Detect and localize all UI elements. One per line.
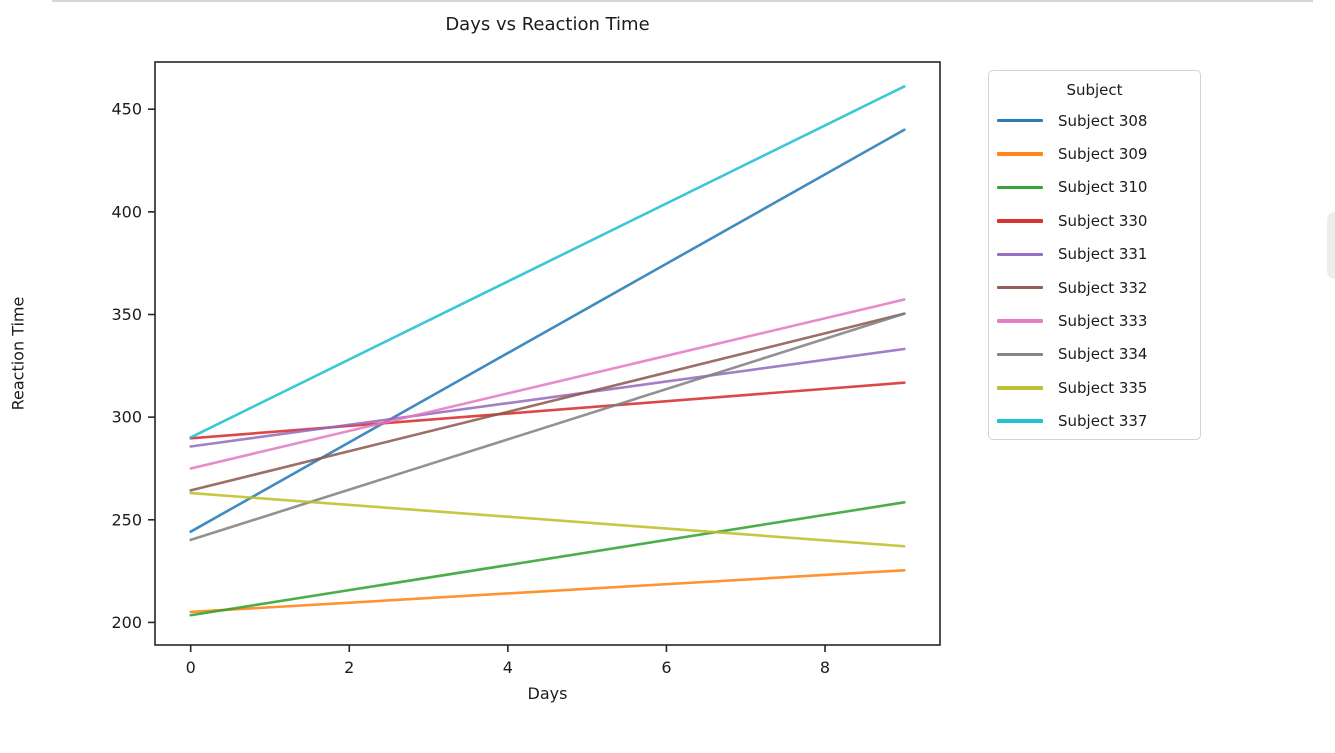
cell-top-border: [52, 0, 1313, 2]
y-tick-label: 450: [111, 100, 142, 119]
series-line-subject-309: [189, 568, 906, 614]
legend-swatch: [997, 252, 1043, 256]
series-line-subject-331: [189, 347, 906, 448]
series-line-subject-308: [189, 128, 906, 533]
legend-swatch: [997, 285, 1043, 290]
legend-items: Subject 308 Subject 309 Subject 310 Subject…: [989, 104, 1200, 438]
x-tick-label: 2: [344, 658, 354, 677]
legend-label: Subject 310: [1058, 178, 1148, 197]
legend-label: Subject 333: [1058, 312, 1148, 331]
legend-label: Subject 334: [1058, 345, 1148, 364]
legend-label: Subject 337: [1058, 412, 1148, 431]
legend-swatch: [997, 152, 1043, 156]
axes-spines: [154, 61, 941, 646]
legend-swatch: [997, 419, 1043, 423]
legend-swatch: [997, 386, 1043, 390]
series-line-subject-335: [189, 491, 906, 548]
legend-label: Subject 331: [1058, 245, 1148, 264]
legend-item-subject-331: Subject 331: [989, 238, 1200, 271]
y-tick-label: 300: [111, 408, 142, 427]
series-line-subject-332: [189, 312, 906, 492]
y-tick-label: 400: [111, 202, 142, 221]
legend-item-subject-335: Subject 335: [989, 371, 1200, 404]
legend-label: Subject 309: [1058, 145, 1148, 164]
legend-item-subject-310: Subject 310: [989, 171, 1200, 204]
x-tick-label: 0: [186, 658, 196, 677]
legend-label: Subject 308: [1058, 111, 1148, 130]
legend-item-subject-337: Subject 337: [989, 405, 1200, 438]
legend-item-subject-308: Subject 308: [989, 104, 1200, 137]
x-tick-label: 4: [503, 658, 513, 677]
legend-label: Subject 330: [1058, 211, 1148, 230]
legend-swatch: [997, 118, 1043, 123]
x-tick-label: 8: [820, 658, 830, 677]
x-axis-label: Days: [527, 684, 568, 703]
series-line-subject-310: [189, 501, 906, 617]
legend-item-subject-334: Subject 334: [989, 338, 1200, 371]
legend-swatch: [997, 219, 1043, 223]
legend: Subject Subject 308 Subject 309 Subject 31…: [988, 70, 1201, 440]
legend-item-subject-332: Subject 332: [989, 271, 1200, 304]
series-line-subject-330: [189, 381, 906, 440]
chart-title: Days vs Reaction Time: [445, 14, 650, 35]
legend-swatch: [997, 319, 1043, 323]
legend-item-subject-330: Subject 330: [989, 204, 1200, 237]
y-tick-label: 250: [111, 510, 142, 529]
series-line-subject-337: [189, 85, 906, 439]
series-line-subject-333: [189, 298, 906, 470]
scrollbar-thumb[interactable]: [1327, 212, 1335, 279]
legend-title: Subject: [1066, 81, 1123, 99]
legend-item-subject-333: Subject 333: [989, 304, 1200, 337]
legend-label: Subject 332: [1058, 278, 1148, 297]
y-tick-label: 350: [111, 305, 142, 324]
legend-label: Subject 335: [1058, 378, 1148, 397]
x-tick-label: 6: [661, 658, 671, 677]
legend-item-subject-309: Subject 309: [989, 137, 1200, 170]
legend-swatch: [997, 352, 1043, 357]
y-tick-label: 200: [111, 613, 142, 632]
series-line-subject-334: [189, 312, 906, 542]
legend-swatch: [997, 185, 1043, 190]
